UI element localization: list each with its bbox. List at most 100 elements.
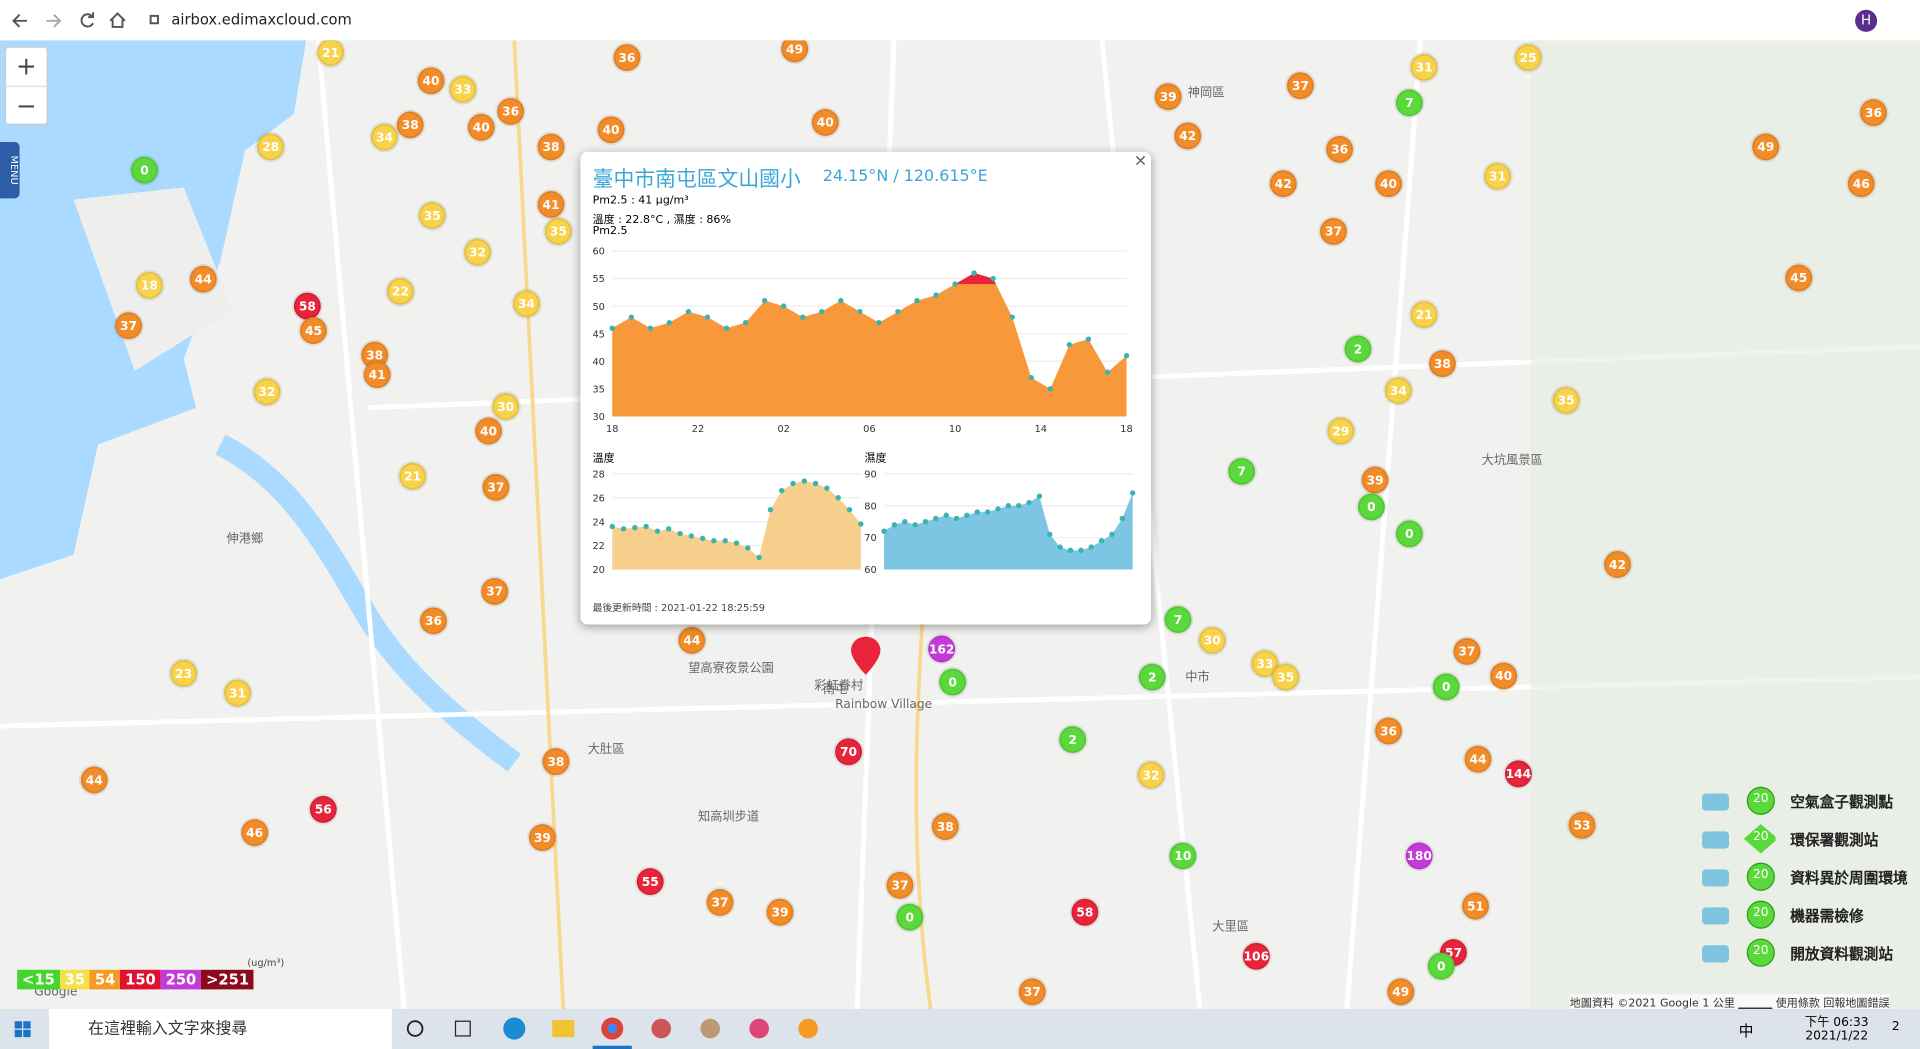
marker-value: 49 [1757,140,1774,154]
coords: 24.15°N / 120.615°E [822,167,988,187]
chart-label: Pm2.5 [592,225,628,238]
marker [926,633,957,665]
point [1047,386,1054,392]
marker [495,96,526,127]
selected-pin[interactable] [851,636,881,675]
zoom-out[interactable]: − [6,85,47,125]
marker-value: 40 [423,74,440,88]
point [943,512,949,518]
y-tick-label: 80 [864,501,876,512]
y-tick-label: 24 [592,517,604,528]
marker [1403,840,1435,872]
y-tick-label: 30 [592,412,604,423]
marker-value: 35 [1277,670,1294,684]
point [666,319,673,326]
point [711,538,717,544]
marker [1359,464,1391,496]
marker-value: 31 [1489,170,1506,184]
x-tick-label: 06 [863,424,875,435]
y-tick-label: 28 [592,470,604,481]
marker [1503,758,1534,790]
marker [1482,161,1513,192]
marker-value: 40 [603,123,620,137]
taskbar: 在這裡輸入文字來搜尋 中 下午 06:33 2021/1/22 2 [0,1008,1920,1049]
marker-value: 25 [1520,51,1537,65]
marker-value: 32 [1143,768,1160,782]
marker-value: 44 [1469,752,1486,766]
marker [1383,375,1414,406]
point [745,545,751,551]
avatar[interactable]: H [1855,9,1878,32]
legend-badge: 20 [1753,830,1769,844]
zoom-in[interactable]: + [16,51,37,81]
updated-time: 最後更新時間 : 2021-01-22 18:25:59 [592,602,766,614]
marker [168,658,199,689]
place-label: 中市 [1185,669,1209,684]
point [722,538,728,544]
url[interactable]: airbox.edimaxcloud.com [171,11,352,29]
point [1016,503,1022,509]
y-tick-label: 20 [592,565,604,576]
marker [1394,518,1425,550]
marker [465,112,497,143]
marker-value: 2 [1148,670,1157,684]
marker-value: 33 [454,83,471,97]
point [824,485,830,491]
legend-label: 資料異於周圍環境 [1790,869,1908,887]
search-placeholder: 在這裡輸入文字來搜尋 [88,1020,248,1039]
marker [134,270,165,301]
marker-value: 34 [376,130,393,144]
marker [930,811,961,842]
place-label: Rainbow Village [835,697,932,711]
area [612,481,861,570]
point [812,480,819,487]
marker [1356,491,1387,523]
marker [415,65,447,97]
close-button[interactable]: × [1133,151,1148,171]
marker-value: 30 [1204,634,1221,648]
point [933,515,939,522]
x-tick-label: 14 [1035,424,1047,435]
marker-value: 49 [786,42,803,56]
point [881,528,887,534]
clock[interactable]: 下午 06:33 2021/1/22 [1800,1011,1873,1043]
marker [307,794,339,825]
marker [676,625,708,656]
x-tick-label: 10 [949,424,961,435]
notifications[interactable]: 2 [1891,1020,1900,1034]
marker-value: 46 [1853,177,1870,191]
marker-value: 38 [1434,357,1451,371]
ime[interactable]: 中 [1738,1022,1754,1040]
point [609,523,615,530]
marker [1152,81,1184,113]
y-tick-label: 22 [592,541,604,552]
menu-tab[interactable]: MENU [0,142,20,199]
marker [595,114,627,146]
y-tick-label: 60 [864,565,876,576]
marker [394,109,426,141]
place-label: 伸港鄉 [227,531,264,545]
marker-value: 37 [120,319,137,333]
marker [78,764,110,796]
temp-hum-reading: 溫度 : 22.8°C , 濕度 : 86% [592,214,731,227]
legend-item: 20 環保署觀測站 [1690,822,1920,856]
marker [937,666,968,698]
search-box[interactable]: 在這裡輸入文字來搜尋 [48,1008,392,1049]
marker [1394,87,1425,119]
marker [1270,661,1302,693]
charts: 30 35 40 45 50 55 60 18 22 02 06 10 14 18 20 22 24 26 28 60… [592,247,1136,576]
point [1036,493,1043,499]
marker [1460,890,1491,922]
legend-badge: 20 [1753,944,1769,958]
marker [1451,636,1483,667]
scale-item: 250 [160,969,202,990]
marker [1602,549,1633,580]
marker [418,605,449,637]
marker-value: 34 [1390,384,1407,398]
marker [1318,216,1349,247]
marker [1249,648,1281,679]
point [723,325,730,331]
marker [1342,333,1374,365]
marker-value: 36 [618,51,635,65]
point [974,509,980,515]
